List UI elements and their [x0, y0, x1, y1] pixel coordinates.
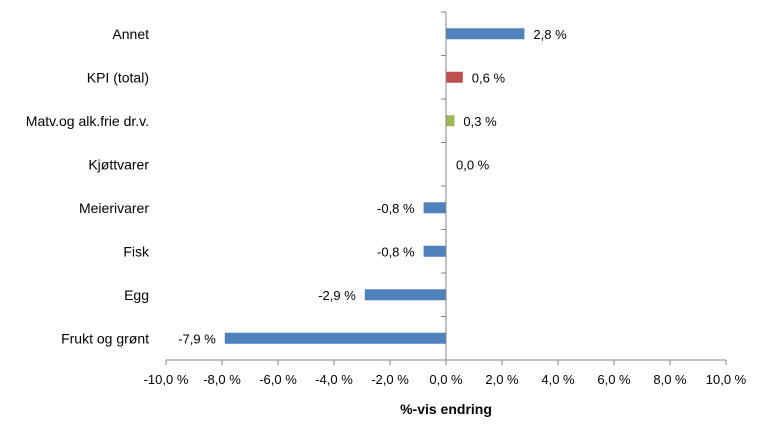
- x-tick-label: 8,0 %: [653, 372, 687, 387]
- category-label: Frukt og grønt: [61, 330, 149, 346]
- bar-8: [224, 332, 446, 344]
- x-tick-label: -8,0 %: [203, 372, 241, 387]
- x-tick-label: 10,0 %: [706, 372, 747, 387]
- category-label: Kjøttvarer: [88, 156, 149, 172]
- bar-2: [446, 71, 463, 83]
- category-label: Matv.og alk.frie dr.v.: [26, 113, 149, 129]
- labels-group: Annet 2,8 % KPI (total) 0,6 % Matv.og alk.fr…: [26, 26, 747, 387]
- x-tick-label: -2,0 %: [371, 372, 409, 387]
- data-label: 0,3 %: [463, 114, 497, 129]
- bar-1: [446, 28, 525, 40]
- x-tick-label: 6,0 %: [597, 372, 631, 387]
- x-tick-label: 0,0 %: [429, 372, 463, 387]
- x-tick-label: 4,0 %: [541, 372, 575, 387]
- x-tick-label: -4,0 %: [315, 372, 353, 387]
- data-label: 2,8 %: [533, 27, 567, 42]
- axes-group: [165, 11, 727, 365]
- category-label: Annet: [112, 26, 149, 42]
- x-axis-title: %-vis endring: [400, 401, 492, 417]
- bar-7: [364, 289, 446, 301]
- data-label: -7,9 %: [178, 331, 216, 346]
- data-label: 0,0 %: [456, 157, 490, 172]
- category-label: Egg: [124, 287, 149, 303]
- category-label: KPI (total): [87, 69, 149, 85]
- bar-6: [423, 245, 446, 257]
- bar-3: [446, 115, 455, 127]
- category-label: Meierivarer: [79, 200, 149, 216]
- data-label: -0,8 %: [377, 201, 415, 216]
- bars-group: [224, 28, 525, 344]
- x-tick-label: -10,0 %: [144, 372, 189, 387]
- bar-5: [423, 202, 446, 214]
- data-label: 0,6 %: [472, 70, 506, 85]
- category-label: Fisk: [123, 243, 150, 259]
- x-tick-label: -6,0 %: [259, 372, 297, 387]
- data-label: -2,9 %: [318, 288, 356, 303]
- x-tick-label: 2,0 %: [485, 372, 519, 387]
- data-label: -0,8 %: [377, 244, 415, 259]
